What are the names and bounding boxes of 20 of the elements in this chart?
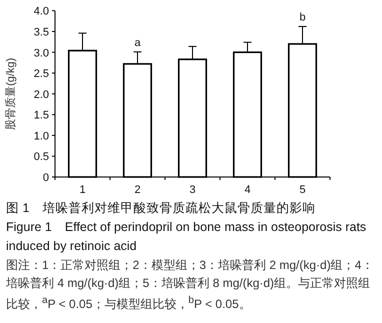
- y-tick-label: 0: [42, 172, 49, 184]
- y-tick-label: 1.0: [34, 130, 49, 142]
- y-tick-label: 4.0: [34, 6, 49, 18]
- x-tick-label: 3: [189, 184, 196, 196]
- y-tick-label: 3.5: [34, 26, 49, 38]
- y-axis-title: 股骨质量(g/kg): [4, 58, 17, 130]
- text: 图注：1：正常对照组；2：模型组；3：培哚普利 2 mg/(kg·d)组；4：培哚普利 4 mg/(kg·d)组；5：培哚普利 8 mg/(kg·d)组。与正常对照组比较，$^{a}$P < 0.05；与模型组比较，$^{b}$P < 0.05。: [6, 257, 374, 313]
- y-tick-label: 1.5: [34, 110, 49, 122]
- x-tick-label: 5: [299, 184, 306, 196]
- text: 图 1 培哚普利对维甲酸致骨质疏松大鼠骨质量的影响: [6, 200, 316, 217]
- y-tick-label: 2.5: [34, 68, 49, 80]
- x-tick-label: 1: [79, 184, 86, 196]
- x-tick-label: 4: [244, 184, 251, 196]
- annotation: b: [299, 12, 306, 24]
- y-tick-label: 2.0: [34, 88, 49, 101]
- y-tick-label: 0.5: [34, 151, 49, 164]
- y-tick-label: 3.0: [34, 47, 49, 60]
- x-tick-label: 2: [134, 184, 141, 196]
- annotation: a: [134, 36, 142, 49]
- text: Figure 1 Effect of perindopril on bone mass in osteoporosis rats induced by retinoic acid: [6, 219, 368, 255]
